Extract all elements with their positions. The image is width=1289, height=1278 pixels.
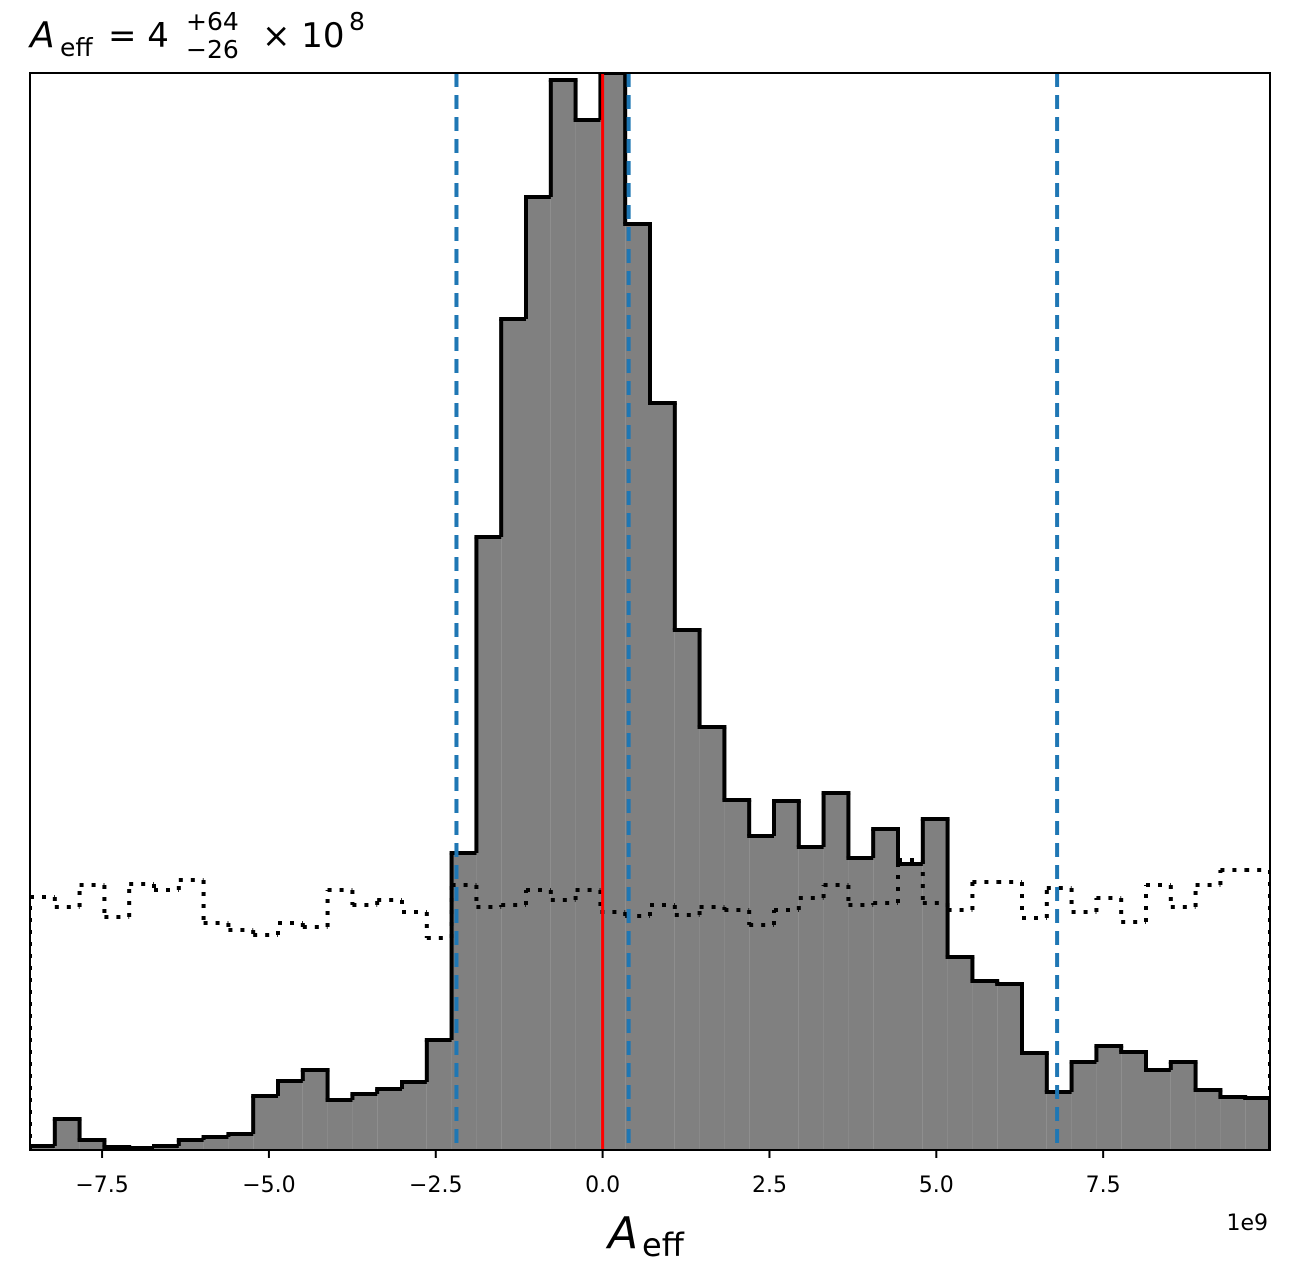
x-label-subscript: eff — [642, 1226, 685, 1264]
series-posterior — [30, 73, 1270, 1150]
bar — [550, 80, 576, 1150]
x-label-symbol: A — [605, 1208, 638, 1259]
bar — [253, 1096, 278, 1150]
bar — [600, 73, 626, 1150]
bar — [1096, 1046, 1122, 1150]
x-tick-label: 5.0 — [919, 1173, 954, 1198]
bar — [972, 981, 998, 1150]
series-prior — [30, 858, 1270, 1150]
bar — [724, 800, 750, 1150]
bar — [774, 801, 799, 1150]
bar — [54, 1119, 80, 1150]
bar — [1220, 1097, 1246, 1150]
title-times: × 10 — [262, 16, 345, 56]
title-lower: −26 — [186, 35, 239, 64]
bar — [699, 727, 725, 1150]
bar — [1170, 1062, 1196, 1150]
x-tick-label: 0.0 — [585, 1173, 620, 1198]
bar — [402, 1082, 427, 1150]
bar — [278, 1081, 303, 1150]
x-tick-label: −2.5 — [409, 1173, 462, 1198]
bar — [1022, 1053, 1047, 1150]
x-tick-label: 2.5 — [752, 1173, 787, 1198]
bar — [922, 819, 948, 1150]
plot-area — [30, 73, 1270, 1150]
bar — [1046, 1092, 1072, 1150]
bar — [178, 1140, 204, 1150]
bar — [476, 537, 502, 1150]
bar — [327, 1100, 353, 1150]
x-tick-label: 7.5 — [1086, 1173, 1121, 1198]
bar — [947, 957, 973, 1150]
bar — [501, 319, 526, 1150]
bar — [228, 1134, 254, 1150]
bar — [377, 1089, 402, 1150]
bar — [1245, 1098, 1270, 1150]
title-symbol: A — [28, 15, 55, 56]
bar — [798, 847, 824, 1150]
bar — [625, 224, 650, 1150]
bar — [526, 197, 551, 1150]
bar — [352, 1094, 378, 1150]
bar — [898, 864, 923, 1150]
plot-frame — [29, 72, 1271, 1151]
bar — [823, 793, 849, 1150]
title: A eff = 4 +64 −26 × 10 8 — [28, 7, 365, 64]
title-equals: = 4 — [108, 16, 169, 56]
bar — [873, 829, 898, 1150]
bar — [848, 858, 874, 1150]
bar — [302, 1070, 328, 1150]
bar — [749, 836, 774, 1150]
bar — [1121, 1052, 1146, 1150]
bar — [674, 630, 700, 1150]
bar — [1071, 1062, 1097, 1150]
bar — [79, 1140, 105, 1150]
bar — [650, 403, 675, 1150]
x-tick-label: −7.5 — [75, 1173, 128, 1198]
bar — [1195, 1090, 1221, 1150]
bar — [426, 1040, 452, 1150]
title-upper: +64 — [186, 7, 239, 36]
x-label: A eff — [605, 1208, 685, 1264]
x-tick-label: −5.0 — [242, 1173, 295, 1198]
bar — [1146, 1070, 1171, 1150]
title-exponent: 8 — [349, 7, 365, 36]
bar — [575, 120, 601, 1150]
bar — [997, 984, 1022, 1150]
x-offset-label: 1e9 — [1226, 1211, 1268, 1236]
bar — [203, 1137, 229, 1150]
title-subscript: eff — [60, 33, 93, 62]
